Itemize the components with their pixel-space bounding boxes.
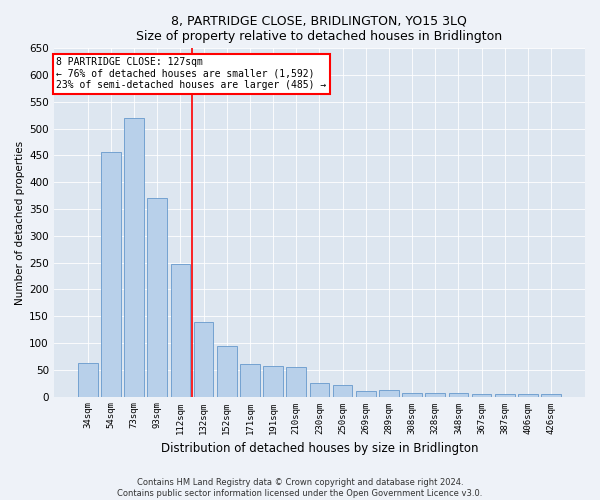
- Y-axis label: Number of detached properties: Number of detached properties: [15, 140, 25, 304]
- Bar: [541, 394, 561, 396]
- Bar: [217, 346, 236, 397]
- Text: 8 PARTRIDGE CLOSE: 127sqm
← 76% of detached houses are smaller (1,592)
23% of se: 8 PARTRIDGE CLOSE: 127sqm ← 76% of detac…: [56, 57, 326, 90]
- X-axis label: Distribution of detached houses by size in Bridlington: Distribution of detached houses by size …: [161, 442, 478, 455]
- Bar: [495, 394, 515, 396]
- Bar: [78, 364, 98, 396]
- Bar: [240, 364, 260, 396]
- Title: 8, PARTRIDGE CLOSE, BRIDLINGTON, YO15 3LQ
Size of property relative to detached : 8, PARTRIDGE CLOSE, BRIDLINGTON, YO15 3L…: [136, 15, 502, 43]
- Bar: [518, 394, 538, 396]
- Bar: [101, 152, 121, 396]
- Bar: [263, 366, 283, 396]
- Bar: [170, 264, 190, 396]
- Bar: [286, 367, 306, 396]
- Bar: [402, 393, 422, 396]
- Text: Contains HM Land Registry data © Crown copyright and database right 2024.
Contai: Contains HM Land Registry data © Crown c…: [118, 478, 482, 498]
- Bar: [333, 385, 352, 396]
- Bar: [124, 118, 144, 396]
- Bar: [472, 394, 491, 396]
- Bar: [194, 322, 214, 396]
- Bar: [379, 390, 399, 396]
- Bar: [148, 198, 167, 396]
- Bar: [356, 391, 376, 396]
- Bar: [425, 393, 445, 396]
- Bar: [449, 394, 468, 396]
- Bar: [310, 383, 329, 396]
